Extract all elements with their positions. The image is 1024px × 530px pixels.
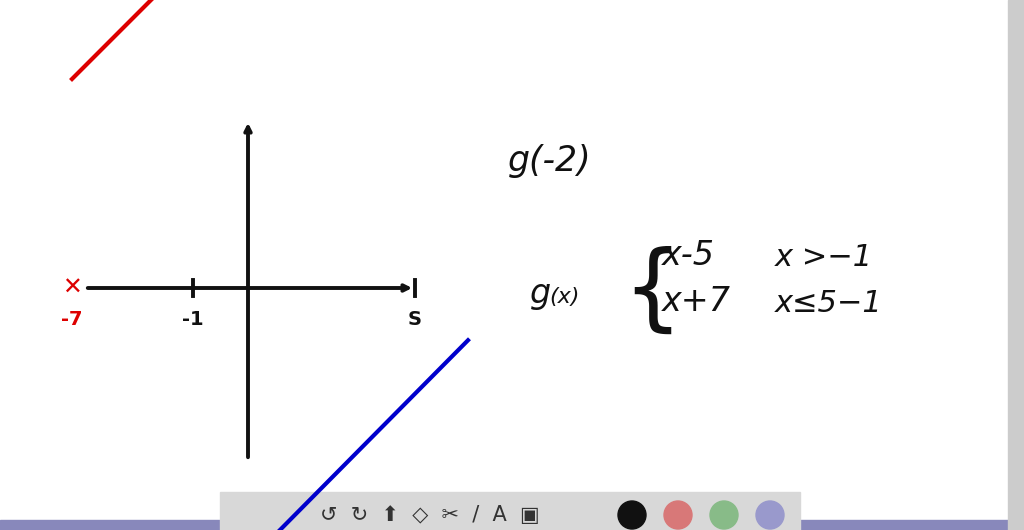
Bar (0, 520, 1024, 530)
Text: g(-2): g(-2) (508, 144, 592, 178)
Text: {: { (622, 246, 682, 338)
Text: x+7: x+7 (662, 285, 731, 318)
Text: (x): (x) (549, 287, 580, 307)
Bar (1008, 0, 1024, 530)
Circle shape (664, 501, 692, 529)
Text: -7: -7 (61, 310, 83, 329)
Circle shape (756, 501, 784, 529)
Circle shape (618, 501, 646, 529)
Text: ✕: ✕ (62, 276, 82, 300)
Text: S: S (408, 310, 422, 329)
Text: x≤5−1: x≤5−1 (775, 289, 883, 318)
Text: ↺  ↻  ⬆  ◇  ✂  /  A  ▣: ↺ ↻ ⬆ ◇ ✂ / A ▣ (321, 505, 540, 525)
Text: g: g (530, 277, 551, 310)
Circle shape (710, 501, 738, 529)
Bar (220, 492, 800, 530)
Text: x-5: x-5 (662, 239, 715, 272)
Text: x >−1: x >−1 (775, 243, 873, 272)
Text: -1: -1 (182, 310, 204, 329)
